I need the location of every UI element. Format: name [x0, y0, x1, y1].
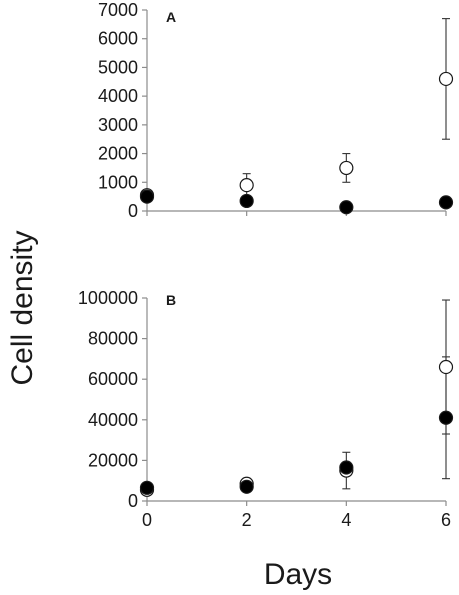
- panel-b-y-tick-label: 80000: [88, 329, 138, 349]
- panel-a-y-tick-label: 2000: [98, 144, 138, 164]
- panel-a-y-tick-label: 5000: [98, 57, 138, 77]
- panel-b-label: B: [166, 292, 176, 308]
- panel-b-y-tick-label: 0: [128, 491, 138, 511]
- panel-a-filled-point: [239, 193, 254, 209]
- panel-a-y-tick-label: 0: [128, 201, 138, 221]
- panel-b-x-tick-label: 0: [142, 510, 152, 530]
- panel-b-y-tick-label: 20000: [88, 450, 138, 470]
- panel-b-filled-point: [139, 480, 155, 495]
- panel-b-y-tick-label: 100000: [78, 288, 138, 308]
- panel-b-filled-point: [339, 460, 354, 475]
- panel-b-x-tick-label: 4: [341, 510, 351, 530]
- panel-b-filled-point: [438, 410, 454, 425]
- panel-a-filled-point: [339, 200, 354, 215]
- panel-b-y-tick-label: 60000: [88, 369, 138, 389]
- panel-a-filled-point: [139, 189, 155, 204]
- panel-a-y-tick-label: 7000: [98, 0, 138, 20]
- panel-a-label: A: [166, 9, 176, 25]
- panel-a-open-point: [438, 71, 454, 87]
- panel-b: B 0 20000 40000 60000 80000 100000 0 2 4 6: [78, 288, 454, 530]
- panel-b-filled-point: [239, 479, 254, 494]
- panel-a: A 0 1000 2000 3000 4000 5000 6000 7000: [98, 0, 454, 221]
- panel-a-open-point: [339, 160, 354, 176]
- panel-b-y-tick-label: 40000: [88, 410, 138, 430]
- panel-a-y-tick-label: 6000: [98, 29, 138, 49]
- panel-b-x-tick-label: 2: [242, 510, 252, 530]
- panel-a-y-tick-label: 3000: [98, 115, 138, 135]
- panel-a-y-tick-label: 4000: [98, 86, 138, 106]
- panel-b-open-point: [438, 359, 454, 375]
- panel-a-open-point: [239, 178, 254, 193]
- x-axis-title: Days: [264, 558, 332, 591]
- panel-a-y-tick-label: 1000: [98, 172, 138, 192]
- panel-b-x-tick-label: 6: [441, 510, 451, 530]
- panel-a-filled-point: [438, 195, 454, 210]
- y-axis-title: Cell density: [6, 230, 39, 385]
